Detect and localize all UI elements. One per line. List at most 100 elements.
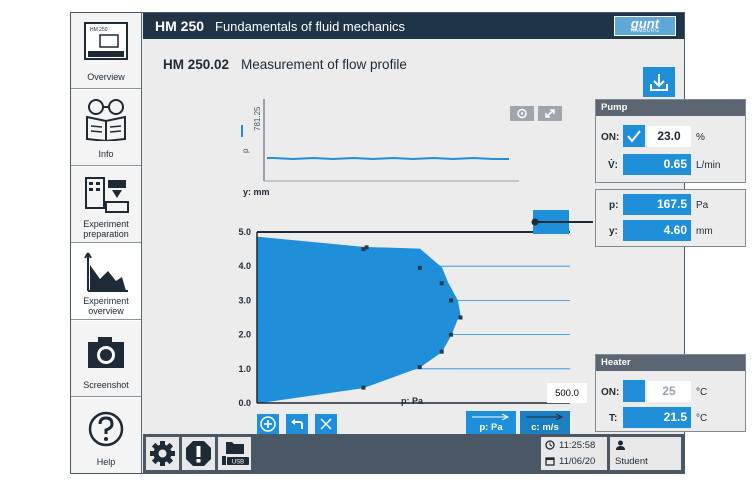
clear-button[interactable] [315, 414, 337, 434]
arrow-right-icon [472, 414, 510, 420]
position-label: y: [609, 226, 618, 237]
temperature-unit: °C [696, 413, 708, 424]
trend-expand-button[interactable] [538, 106, 562, 121]
sidebar-item-help[interactable]: Help [71, 398, 141, 473]
brand-sub: HAMBURG [630, 28, 660, 34]
sidebar-item-label: Overview [87, 72, 125, 82]
flow-profile-area [256, 236, 462, 404]
pump-on-checkbox[interactable] [623, 125, 645, 147]
trend-line [267, 156, 509, 161]
add-point-button[interactable] [257, 414, 279, 434]
download-icon [650, 74, 668, 91]
app-title: Fundamentals of fluid mechanics [215, 19, 406, 34]
trend-y-tick: 781.25 [253, 106, 262, 131]
sidebar-item-label: Help [96, 457, 116, 467]
pump-setpoint-input[interactable]: 23.0 [647, 126, 691, 147]
flow-label: V̇: [608, 160, 618, 171]
sidebar-item-experiment-preparation[interactable]: Experiment preparation [71, 167, 141, 243]
sidebar-item-info[interactable]: Info [71, 90, 141, 166]
trend-y-label: p [241, 148, 250, 153]
sidebar-item-screenshot[interactable]: Screenshot [71, 321, 141, 397]
chart-y-label: y: mm [243, 187, 270, 197]
undo-icon [291, 419, 303, 429]
bottom-bar: USB 11:25:58 11/06/20 Student [143, 434, 684, 473]
heater-title: Heater [596, 355, 745, 371]
heater-on-checkbox[interactable] [623, 380, 645, 402]
pressure-value: 167.5 [623, 194, 691, 215]
pump-setpoint-unit: % [696, 132, 705, 143]
data-point [458, 315, 463, 320]
arrow-right-icon [526, 414, 564, 420]
position-value: 4.60 [623, 220, 691, 241]
warning-octagon-icon [186, 441, 211, 466]
clock-date: 11/06/20 [559, 456, 596, 467]
sidebar-item-label: Experiment overview [83, 296, 129, 316]
chart-markers [361, 245, 463, 390]
experiment-preparation-icon [85, 177, 129, 213]
experiment-title: Measurement of flow profile [241, 57, 407, 72]
close-icon [320, 418, 332, 430]
title-bar: HM 250 Fundamentals of fluid mechanics g… [143, 13, 684, 39]
folder-usb-icon: USB [222, 442, 249, 466]
sidebar-item-experiment-overview[interactable]: Experiment overview [71, 244, 141, 320]
main-panel: HM 250.02 Measurement of flow profile p … [143, 39, 746, 435]
temperature-label: T: [609, 413, 618, 424]
heater-setpoint-unit: °C [696, 387, 708, 398]
download-button[interactable] [643, 67, 675, 97]
heater-setpoint-input[interactable]: 25 [647, 381, 691, 402]
data-point [361, 385, 366, 390]
data-point [417, 265, 422, 270]
data-point [439, 281, 444, 286]
app-window: HM 250 Overview Info [70, 12, 746, 474]
trend-settings-button[interactable] [510, 106, 534, 121]
chart-x-label: p: Pa [401, 396, 424, 406]
user-panel[interactable]: Student [610, 437, 681, 470]
trend-chart: p 781.25 [241, 99, 519, 182]
gunt-logo: gunt HAMBURG [614, 16, 676, 36]
probe-stem [531, 218, 593, 226]
heater-on-label: ON: [601, 387, 620, 398]
axis-velocity-button[interactable]: c: m/s [520, 411, 570, 435]
sidebar-item-overview[interactable]: HM 250 Overview [71, 13, 141, 89]
pump-panel: Pump ON: 23.0 % V̇: 0.65 L/min [595, 99, 746, 183]
pump-title: Pump [596, 100, 745, 116]
y-tick-label: 1.0 [238, 364, 251, 374]
heater-panel: Heater ON: 25 °C T: 21.5 °C [595, 354, 746, 432]
app-code: HM 250 [155, 18, 205, 34]
calendar-icon [545, 457, 555, 466]
y-tick-label: 2.0 [238, 330, 251, 340]
data-point [439, 349, 444, 354]
alert-button[interactable] [182, 437, 215, 470]
chart-y-ticks: 0.0 1.0 2.0 3.0 4.0 5.0 [238, 227, 251, 408]
y-tick-label: 3.0 [238, 295, 251, 305]
pressure-label: p: [609, 200, 619, 211]
settings-button[interactable] [146, 437, 179, 470]
sidebar-item-label: Screenshot [83, 380, 129, 390]
expand-icon [545, 109, 555, 118]
user-icon [616, 440, 625, 450]
add-circle-icon [260, 416, 276, 432]
clock-time: 11:25:58 [559, 440, 596, 451]
svg-text:HM 250: HM 250 [90, 27, 108, 33]
sidebar-item-label: Info [98, 149, 114, 159]
user-name: Student [615, 456, 648, 467]
camera-icon [88, 337, 124, 368]
clock-icon [545, 440, 555, 450]
sidebar: HM 250 Overview Info [71, 13, 142, 473]
gear-icon [517, 108, 527, 119]
flow-value: 0.65 [623, 154, 691, 175]
check-icon [627, 130, 641, 143]
data-point [364, 245, 369, 250]
temperature-value: 21.5 [623, 407, 691, 428]
question-icon [88, 411, 124, 447]
axis-pressure-button[interactable]: p: Pa [466, 411, 516, 435]
brand-name: gunt [630, 16, 660, 31]
data-point [417, 365, 422, 370]
usb-export-button[interactable]: USB [218, 437, 251, 470]
undo-button[interactable] [286, 414, 308, 434]
glasses-book-icon [86, 99, 126, 141]
chart-area-icon [84, 252, 128, 292]
y-tick-label: 5.0 [238, 227, 251, 237]
pump-on-label: ON: [601, 132, 620, 143]
x-max-input[interactable] [547, 383, 587, 403]
